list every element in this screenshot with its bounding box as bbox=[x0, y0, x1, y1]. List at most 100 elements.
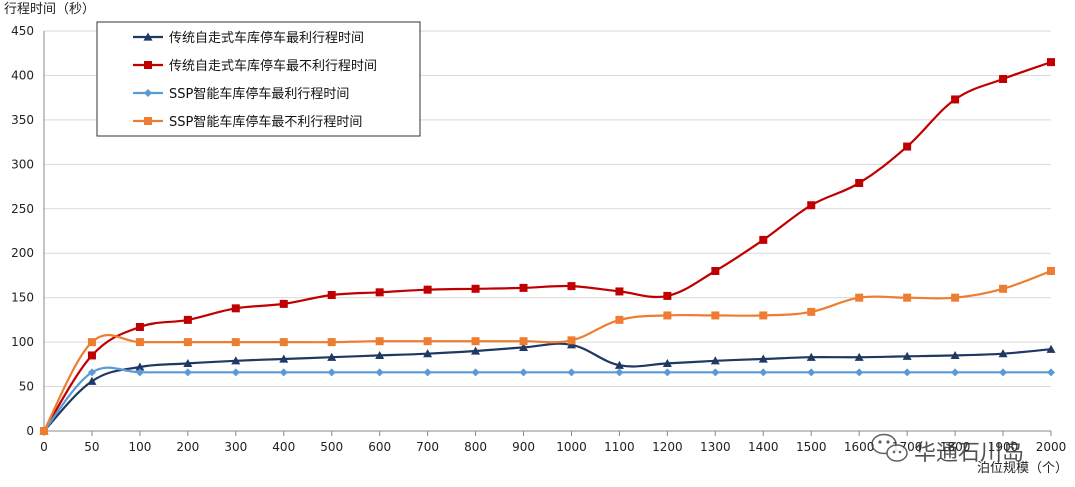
series-3-point bbox=[87, 368, 96, 377]
series-line-1 bbox=[43, 342, 1052, 432]
series-3-point bbox=[855, 368, 864, 377]
series-3-point bbox=[135, 368, 144, 377]
series-4-point bbox=[1047, 267, 1055, 275]
legend-marker-2 bbox=[144, 61, 152, 69]
series-2-point bbox=[279, 299, 288, 308]
series-1-point bbox=[327, 352, 337, 361]
series-1-point bbox=[854, 352, 864, 361]
series-1-point bbox=[87, 376, 97, 385]
series-2-point bbox=[1047, 58, 1055, 67]
series-1-point bbox=[471, 346, 481, 355]
series-3-point bbox=[807, 368, 816, 377]
watermark-text: 华通石川岛 bbox=[914, 441, 1024, 466]
series-1-point bbox=[519, 342, 529, 352]
series-2-point bbox=[471, 284, 480, 293]
series-2-point bbox=[135, 323, 144, 331]
x-tick-label: 600 bbox=[368, 440, 391, 454]
series-2-point bbox=[567, 282, 576, 291]
y-tick-label: 200 bbox=[11, 246, 34, 260]
series-line-4 bbox=[43, 269, 1052, 432]
series-2-point bbox=[375, 288, 384, 297]
series-4-point bbox=[183, 338, 192, 347]
x-tick-label: 1000 bbox=[556, 440, 587, 454]
legend-marker-4 bbox=[144, 117, 152, 125]
series-3-point bbox=[951, 368, 960, 377]
series-1-point bbox=[614, 360, 624, 369]
series-line-3 bbox=[43, 366, 1051, 432]
x-tick-label: 900 bbox=[512, 440, 535, 454]
legend-label-2: 传统自走式车库停车最不利行程时间 bbox=[169, 58, 377, 74]
series-2-point bbox=[999, 75, 1008, 83]
series-2-point bbox=[855, 179, 864, 187]
y-tick-label: 400 bbox=[11, 68, 34, 82]
x-tick-label: 2000 bbox=[1036, 440, 1067, 454]
series-1-point bbox=[423, 349, 433, 358]
series-4-point bbox=[279, 338, 288, 347]
series-2-point bbox=[615, 287, 624, 296]
series-1-point bbox=[806, 352, 816, 361]
series-1-point bbox=[279, 354, 289, 363]
y-tick-label: 150 bbox=[11, 291, 34, 305]
series-4-point bbox=[135, 338, 144, 347]
series-4-point bbox=[663, 311, 672, 320]
series-4-point bbox=[375, 337, 384, 346]
series-3-point bbox=[615, 368, 624, 377]
series-1-point bbox=[662, 358, 672, 368]
series-3-point bbox=[999, 368, 1008, 377]
x-tick-label: 100 bbox=[128, 440, 151, 454]
x-tick-label: 50 bbox=[84, 440, 99, 454]
series-1-point bbox=[231, 356, 241, 365]
series-3-point bbox=[663, 368, 672, 377]
series-3-point bbox=[375, 368, 384, 377]
legend-label-4: SSP智能车库停车最不利行程时间 bbox=[169, 114, 362, 130]
series-2-point bbox=[759, 235, 768, 244]
series-3-point bbox=[567, 368, 576, 377]
series-4-point bbox=[519, 337, 528, 346]
y-tick-label: 100 bbox=[11, 335, 34, 349]
series-3-point bbox=[471, 368, 480, 377]
series-1-point bbox=[375, 350, 385, 360]
y-tick-label: 450 bbox=[11, 24, 34, 38]
y-axis-title: 行程时间（秒） bbox=[4, 2, 95, 17]
x-tick-label: 0 bbox=[40, 440, 48, 454]
y-tick-label: 300 bbox=[11, 157, 34, 171]
legend-label-1: 传统自走式车库停车最利行程时间 bbox=[169, 30, 364, 46]
series-3-point bbox=[231, 368, 240, 377]
series-4-point bbox=[231, 338, 240, 347]
series-2-point bbox=[663, 291, 672, 300]
series-4-point bbox=[759, 311, 768, 320]
series-3-point bbox=[903, 368, 912, 377]
series-4-point bbox=[807, 307, 816, 316]
series-1-point bbox=[902, 351, 912, 360]
series-2-point bbox=[183, 315, 192, 324]
series-2-point bbox=[519, 283, 528, 292]
series-2-point bbox=[951, 95, 960, 104]
y-tick-label: 250 bbox=[11, 202, 34, 216]
series-1-point bbox=[758, 354, 768, 363]
watermark: 华通石川岛 bbox=[871, 433, 1024, 466]
series-2-point bbox=[231, 304, 240, 313]
y-tick-label: 350 bbox=[11, 113, 34, 127]
x-axis-title: 泊位规模（个） bbox=[977, 461, 1068, 476]
series-4-point bbox=[711, 311, 720, 320]
series-4-point bbox=[423, 337, 432, 346]
series-2-point bbox=[423, 285, 432, 294]
series-3-point bbox=[423, 368, 432, 377]
legend-label-3: SSP智能车库停车最利行程时间 bbox=[169, 86, 349, 102]
series-2-point bbox=[807, 201, 816, 210]
series-3-point bbox=[1047, 368, 1055, 377]
series-4-point bbox=[567, 336, 576, 345]
x-tick-label: 1200 bbox=[652, 440, 683, 454]
y-tick-labels: 0 50 100 150 200 250 300 350 400 450 bbox=[11, 24, 34, 438]
series-1-point bbox=[1046, 344, 1056, 353]
series-1-point bbox=[183, 358, 193, 368]
series-1-point bbox=[998, 349, 1008, 358]
series-1-point bbox=[135, 362, 145, 371]
series-1-point bbox=[710, 356, 720, 365]
series-1-point bbox=[950, 350, 960, 360]
x-tick-label: 800 bbox=[464, 440, 487, 454]
series-lines bbox=[43, 61, 1052, 432]
